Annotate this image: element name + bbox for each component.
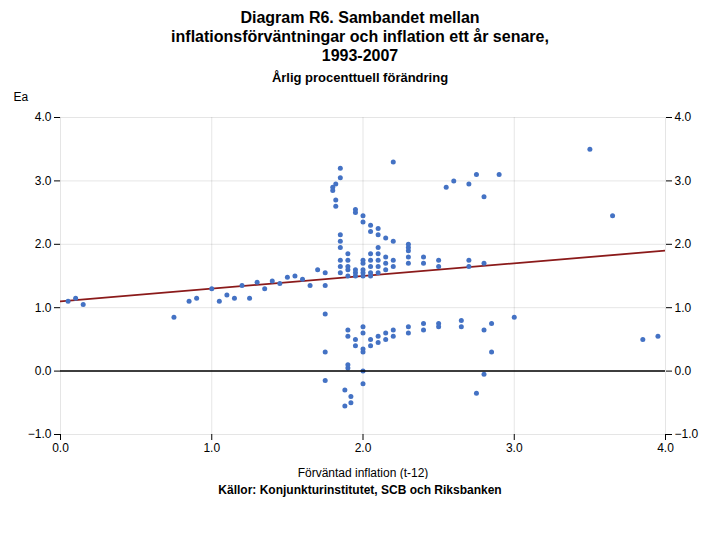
svg-text:Ea: Ea (14, 90, 29, 104)
svg-text:4.0: 4.0 (657, 441, 674, 455)
svg-text:3.0: 3.0 (506, 441, 523, 455)
svg-text:4.0: 4.0 (675, 110, 692, 124)
svg-text:0.0: 0.0 (52, 441, 69, 455)
svg-text:2.0: 2.0 (355, 441, 372, 455)
svg-text:−1.0: −1.0 (28, 427, 52, 441)
svg-text:0.0: 0.0 (35, 364, 52, 378)
svg-text:Förväntad inflation (t-12): Förväntad inflation (t-12) (298, 465, 429, 479)
svg-text:2.0: 2.0 (35, 237, 52, 251)
svg-text:4.0: 4.0 (35, 110, 52, 124)
svg-text:2.0: 2.0 (675, 237, 692, 251)
html-text:Årlig procenttuell förändring: Årlig procenttuell förändring (271, 69, 449, 85)
svg-text:1.0: 1.0 (35, 300, 52, 314)
html-text:Diagram R6. Sambandet mellan i: Diagram R6. Sambandet mellan inflationsf… (171, 9, 549, 65)
svg-text:3.0: 3.0 (35, 173, 52, 187)
svg-text:1.0: 1.0 (203, 441, 220, 455)
svg-text:1.0: 1.0 (675, 300, 692, 314)
svg-text:−1.0: −1.0 (675, 427, 699, 441)
svg-text:0.0: 0.0 (675, 364, 692, 378)
html-text:Källor: Konjunkturinstitutet,: Källor: Konjunkturinstitutet, SCB och Ri… (218, 482, 502, 497)
svg-text:3.0: 3.0 (675, 173, 692, 187)
